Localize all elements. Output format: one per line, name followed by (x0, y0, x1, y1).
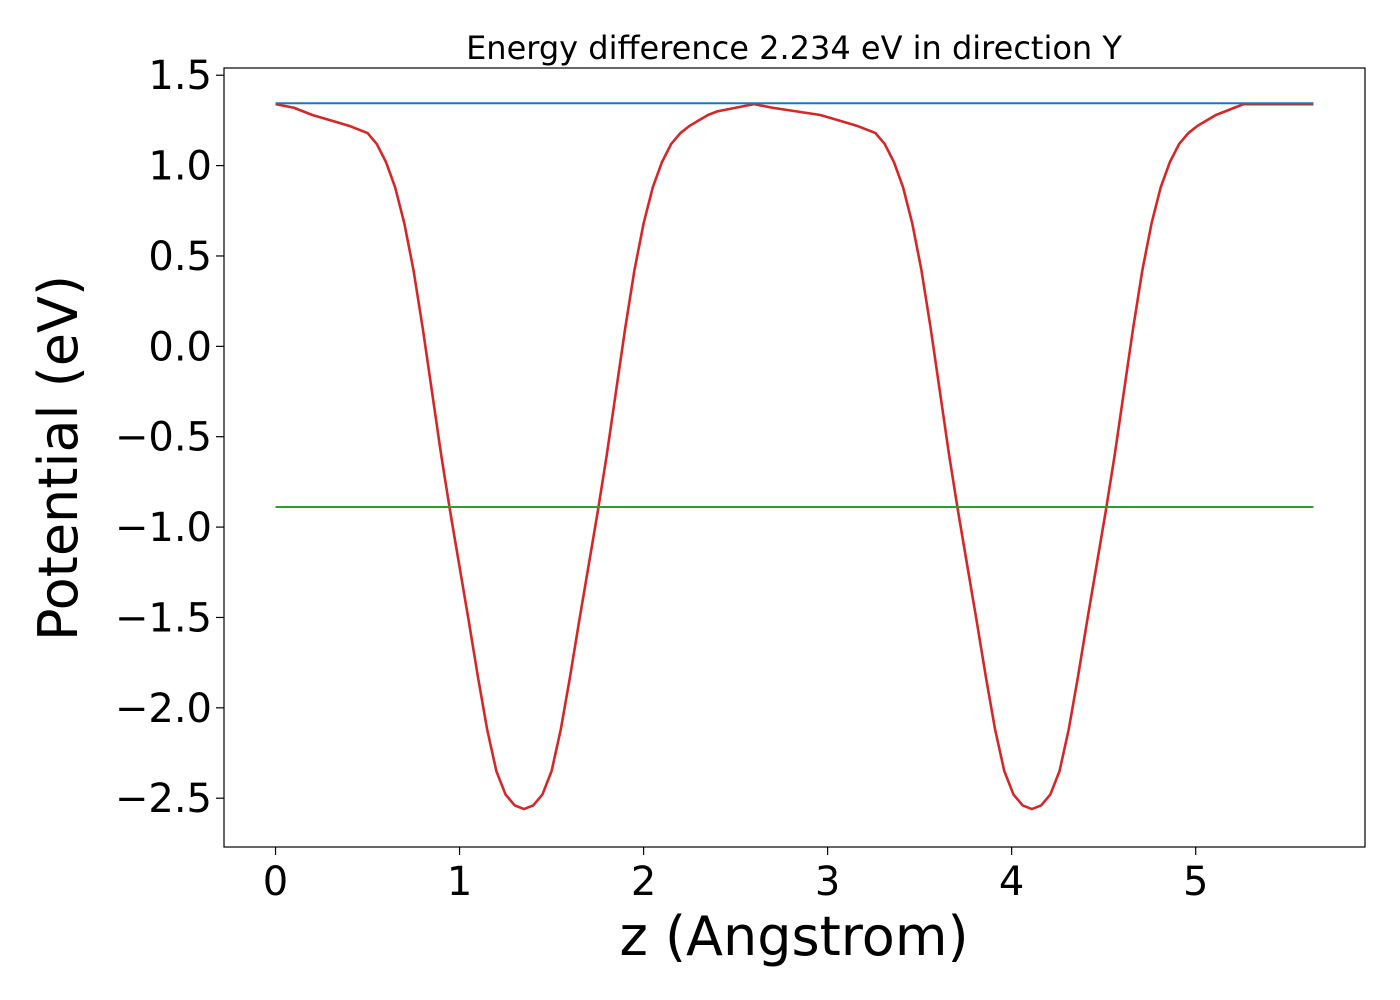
y-axis-title: Potential (eV) (27, 275, 90, 641)
chart-title: Energy difference 2.234 eV in direction … (466, 29, 1122, 67)
x-tick-label: 4 (999, 859, 1024, 905)
y-tick-label: −2.0 (115, 686, 212, 732)
x-axis-title: z (Angstrom) (619, 905, 968, 968)
x-tick-label: 5 (1183, 859, 1208, 905)
y-tick-label: −0.5 (115, 415, 212, 461)
y-tick-label: 1.5 (148, 53, 212, 99)
x-tick-label: 1 (447, 859, 472, 905)
y-tick-label: −1.0 (115, 505, 212, 551)
x-tick-label: 0 (263, 859, 288, 905)
y-tick-label: −1.5 (115, 595, 212, 641)
y-tick-label: 0.0 (148, 324, 212, 370)
x-tick-label: 3 (815, 859, 840, 905)
x-tick-label: 2 (631, 859, 656, 905)
series-line-0 (275, 102, 1314, 811)
plot-frame (223, 67, 1366, 848)
ticks-layer: 0 1 2 3 4 5 1.5 1.0 0.5 0.0 −0.5 −1.0 −1.5 −2.0 −2.5 (115, 53, 1209, 905)
y-tick-label: 1.0 (148, 144, 212, 190)
y-tick-label: −2.5 (115, 776, 212, 822)
series-layer (275, 102, 1314, 811)
y-tick-label: 0.5 (148, 234, 212, 280)
